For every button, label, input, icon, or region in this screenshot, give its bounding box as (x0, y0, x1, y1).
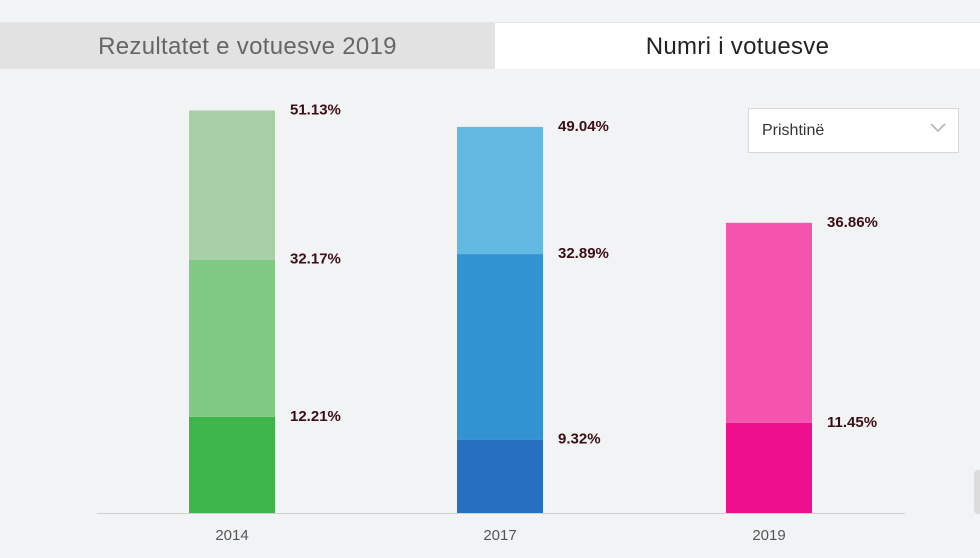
value-label-2019-1: 11.45% (827, 414, 877, 431)
bar-segment-2014-2[interactable] (189, 259, 275, 417)
bar-segment-2017-1[interactable] (457, 439, 543, 513)
tab-bar: Rezultatet e votuesve 2019 Numri i votue… (0, 22, 980, 69)
value-label-2017-2: 32.89% (558, 245, 609, 262)
bar-segment-2014-3[interactable] (189, 110, 275, 260)
value-label-2014-1: 12.21% (290, 408, 341, 425)
scroll-handle[interactable] (974, 470, 980, 514)
value-label-2014-2: 32.17% (290, 251, 341, 268)
tab-voter-count[interactable]: Numri i votuesve (495, 23, 980, 69)
value-label-2014-3: 51.13% (290, 101, 341, 118)
municipality-select-value: Prishtinë (762, 122, 825, 139)
value-label-2017-3: 49.04% (558, 118, 609, 135)
x-tick-label-2017: 2017 (483, 527, 516, 544)
bar-segment-2019-1[interactable] (726, 422, 812, 513)
bar-segment-2017-3[interactable] (457, 126, 543, 255)
tab-voter-results-2019[interactable]: Rezultatet e votuesve 2019 (0, 23, 495, 69)
value-label-2019-2: 36.86% (827, 214, 878, 231)
bar-segment-2017-2[interactable] (457, 254, 543, 440)
x-tick-label-2019: 2019 (752, 527, 785, 544)
municipality-select[interactable]: Prishtinë (748, 108, 959, 153)
x-tick-label-2014: 2014 (215, 527, 248, 544)
value-label-2017-1: 9.32% (558, 431, 601, 448)
bar-segment-2014-1[interactable] (189, 416, 275, 513)
chevron-down-icon (930, 123, 946, 133)
bar-segment-2019-2[interactable] (726, 222, 812, 423)
